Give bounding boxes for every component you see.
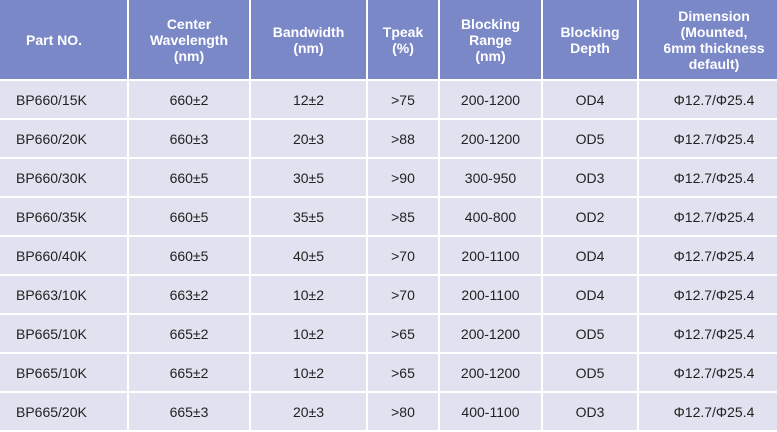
cell-dimension: Φ12.7/Φ25.4 bbox=[639, 393, 777, 430]
cell-blocking-range: 200-1200 bbox=[440, 354, 541, 391]
table-row: BP660/20K 660±3 20±3 >88 200-1200 OD5 Φ12.7/Φ2… bbox=[0, 120, 777, 157]
header-blocking-depth: Blocking Depth bbox=[543, 0, 637, 79]
cell-blocking-range: 300-950 bbox=[440, 159, 541, 196]
cell-center-wavelength: 663±2 bbox=[129, 276, 249, 313]
cell-part-no: BP665/10K bbox=[0, 315, 127, 352]
header-part-no: Part NO. bbox=[0, 0, 127, 79]
cell-bandwidth: 30±5 bbox=[251, 159, 366, 196]
header-dimension: Dimension (Mounted, 6mm thickness default) bbox=[639, 0, 777, 79]
cell-tpeak: >80 bbox=[368, 393, 438, 430]
cell-bandwidth: 10±2 bbox=[251, 354, 366, 391]
cell-center-wavelength: 665±3 bbox=[129, 393, 249, 430]
cell-center-wavelength: 660±5 bbox=[129, 198, 249, 235]
cell-blocking-range: 200-1100 bbox=[440, 276, 541, 313]
cell-center-wavelength: 660±5 bbox=[129, 237, 249, 274]
cell-part-no: BP665/20K bbox=[0, 393, 127, 430]
cell-blocking-depth: OD2 bbox=[543, 198, 637, 235]
cell-tpeak: >88 bbox=[368, 120, 438, 157]
cell-dimension: Φ12.7/Φ25.4 bbox=[639, 276, 777, 313]
cell-dimension: Φ12.7/Φ25.4 bbox=[639, 159, 777, 196]
cell-blocking-depth: OD3 bbox=[543, 393, 637, 430]
cell-center-wavelength: 660±2 bbox=[129, 81, 249, 118]
cell-bandwidth: 10±2 bbox=[251, 276, 366, 313]
cell-part-no: BP660/15K bbox=[0, 81, 127, 118]
cell-part-no: BP665/10K bbox=[0, 354, 127, 391]
header-center-wavelength: Center Wavelength (nm) bbox=[129, 0, 249, 79]
header-tpeak: Tpeak (%) bbox=[368, 0, 438, 79]
cell-blocking-depth: OD4 bbox=[543, 276, 637, 313]
cell-center-wavelength: 665±2 bbox=[129, 315, 249, 352]
cell-bandwidth: 20±3 bbox=[251, 393, 366, 430]
cell-tpeak: >90 bbox=[368, 159, 438, 196]
cell-blocking-range: 200-1200 bbox=[440, 120, 541, 157]
cell-center-wavelength: 660±5 bbox=[129, 159, 249, 196]
cell-part-no: BP660/30K bbox=[0, 159, 127, 196]
cell-dimension: Φ12.7/Φ25.4 bbox=[639, 198, 777, 235]
cell-tpeak: >65 bbox=[368, 354, 438, 391]
cell-blocking-depth: OD5 bbox=[543, 354, 637, 391]
table-row: BP660/40K 660±5 40±5 >70 200-1100 OD4 Φ12.7/Φ2… bbox=[0, 237, 777, 274]
cell-part-no: BP660/40K bbox=[0, 237, 127, 274]
table-row: BP660/35K 660±5 35±5 >85 400-800 OD2 Φ12.7/Φ25… bbox=[0, 198, 777, 235]
cell-blocking-depth: OD4 bbox=[543, 81, 637, 118]
cell-bandwidth: 40±5 bbox=[251, 237, 366, 274]
cell-part-no: BP660/35K bbox=[0, 198, 127, 235]
cell-bandwidth: 20±3 bbox=[251, 120, 366, 157]
cell-blocking-range: 200-1200 bbox=[440, 81, 541, 118]
cell-part-no: BP663/10K bbox=[0, 276, 127, 313]
cell-blocking-depth: OD5 bbox=[543, 120, 637, 157]
cell-bandwidth: 10±2 bbox=[251, 315, 366, 352]
cell-dimension: Φ12.7/Φ25.4 bbox=[639, 354, 777, 391]
cell-blocking-depth: OD3 bbox=[543, 159, 637, 196]
cell-dimension: Φ12.7/Φ25.4 bbox=[639, 81, 777, 118]
table-row: BP665/10K 665±2 10±2 >65 200-1200 OD5 Φ12.7/Φ2… bbox=[0, 315, 777, 352]
table-row: BP660/30K 660±5 30±5 >90 300-950 OD3 Φ12.7/Φ25… bbox=[0, 159, 777, 196]
header-blocking-range: Blocking Range (nm) bbox=[440, 0, 541, 79]
header-row: Part NO. Center Wavelength (nm) Bandwidth(… bbox=[0, 0, 777, 79]
cell-dimension: Φ12.7/Φ25.4 bbox=[639, 237, 777, 274]
cell-bandwidth: 35±5 bbox=[251, 198, 366, 235]
cell-blocking-range: 400-1100 bbox=[440, 393, 541, 430]
cell-tpeak: >70 bbox=[368, 237, 438, 274]
cell-center-wavelength: 665±2 bbox=[129, 354, 249, 391]
cell-blocking-range: 200-1100 bbox=[440, 237, 541, 274]
cell-dimension: Φ12.7/Φ25.4 bbox=[639, 120, 777, 157]
cell-blocking-range: 400-800 bbox=[440, 198, 541, 235]
table-row: BP660/15K 660±2 12±2 >75 200-1200 OD4 Φ12.7/Φ2… bbox=[0, 81, 777, 118]
cell-tpeak: >70 bbox=[368, 276, 438, 313]
cell-part-no: BP660/20K bbox=[0, 120, 127, 157]
cell-blocking-depth: OD4 bbox=[543, 237, 637, 274]
cell-bandwidth: 12±2 bbox=[251, 81, 366, 118]
cell-tpeak: >75 bbox=[368, 81, 438, 118]
cell-blocking-range: 200-1200 bbox=[440, 315, 541, 352]
table-row: BP665/10K 665±2 10±2 >65 200-1200 OD5 Φ12.7/Φ2… bbox=[0, 354, 777, 391]
cell-tpeak: >65 bbox=[368, 315, 438, 352]
table-row: BP665/20K 665±3 20±3 >80 400-1100 OD3 Φ12.7/Φ2… bbox=[0, 393, 777, 430]
cell-dimension: Φ12.7/Φ25.4 bbox=[639, 315, 777, 352]
cell-blocking-depth: OD5 bbox=[543, 315, 637, 352]
cell-center-wavelength: 660±3 bbox=[129, 120, 249, 157]
table-row: BP663/10K 663±2 10±2 >70 200-1100 OD4 Φ12.7/Φ2… bbox=[0, 276, 777, 313]
header-bandwidth: Bandwidth (nm) bbox=[251, 0, 366, 79]
cell-tpeak: >85 bbox=[368, 198, 438, 235]
